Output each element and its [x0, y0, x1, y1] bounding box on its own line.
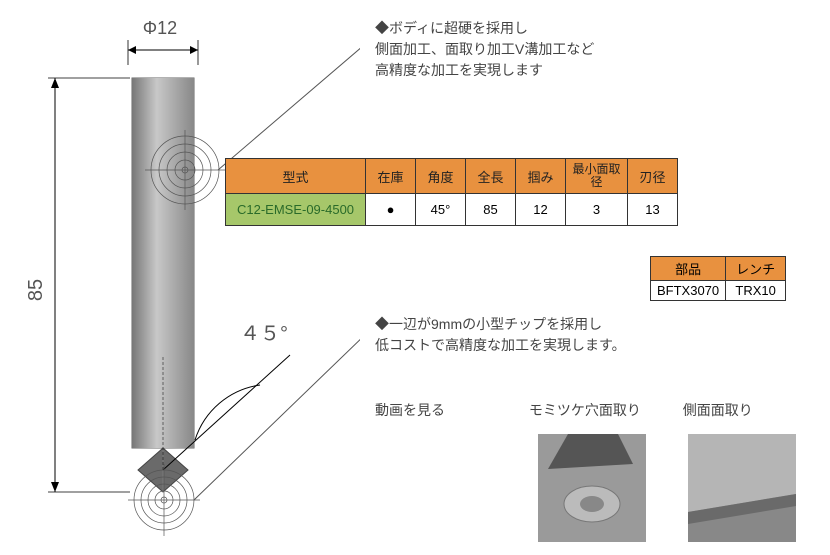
desc1-line1: ボディに超硬を採用し [389, 20, 528, 36]
col-grip: 掴み [516, 159, 566, 194]
parts-table: 部品 レンチ BFTX3070 TRX10 [650, 256, 786, 301]
spec-table: 型式 在庫 角度 全長 掴み 最小面取径 刃径 C12-EMSE-09-4500… [225, 158, 678, 226]
chamfer2-link[interactable]: 側面面取り [683, 400, 753, 420]
cell-minchamfer: 3 [566, 194, 628, 226]
link-row: 動画を見る モミツケ穴面取り 側面面取り [375, 400, 815, 420]
target-icon [128, 464, 200, 536]
description-tip: 一辺が9mmの小型チップを採用し 低コストで高精度な加工を実現します。 [375, 314, 626, 356]
table-header-row: 型式 在庫 角度 全長 掴み 最小面取径 刃径 [226, 159, 678, 194]
table-row: C12-EMSE-09-4500 ● 45° 85 12 3 13 [226, 194, 678, 226]
col-wrench: レンチ [726, 257, 786, 281]
desc1-line2: 側面加工、面取り加工V溝加工など [375, 41, 594, 57]
cell-stock: ● [366, 194, 416, 226]
diamond-icon [375, 20, 389, 36]
desc2-line2: 低コストで高精度な加工を実現します。 [375, 337, 626, 353]
table-header-row: 部品 レンチ [651, 257, 786, 281]
length-label: 85 [25, 279, 47, 301]
chamfer1-link[interactable]: モミツケ穴面取り [529, 400, 679, 420]
angle-label: ４５° [240, 323, 288, 345]
col-edgedia: 刃径 [628, 159, 678, 194]
cell-angle: 45° [416, 194, 466, 226]
description-body: ボディに超硬を採用し 側面加工、面取り加工V溝加工など 高精度な加工を実現します [375, 18, 594, 81]
video-link[interactable]: 動画を見る [375, 400, 525, 420]
cell-grip: 12 [516, 194, 566, 226]
thumbnail-side-chamfer[interactable] [688, 434, 796, 542]
col-stock: 在庫 [366, 159, 416, 194]
cell-wrench: TRX10 [726, 281, 786, 301]
cell-edgedia: 13 [628, 194, 678, 226]
col-minchamfer: 最小面取径 [566, 159, 628, 194]
col-part: 部品 [651, 257, 726, 281]
diameter-label: Φ12 [143, 18, 177, 38]
thumbnail-chamfer-hole[interactable] [538, 434, 646, 542]
desc2-line1: 一辺が9mmの小型チップを採用し [389, 316, 602, 332]
cell-part: BFTX3070 [651, 281, 726, 301]
cell-length: 85 [466, 194, 516, 226]
diamond-icon [375, 316, 389, 332]
tool-diagram: Φ12 85 ４５° [10, 10, 360, 540]
col-length: 全長 [466, 159, 516, 194]
desc1-line3: 高精度な加工を実現します [375, 62, 543, 78]
table-row: BFTX3070 TRX10 [651, 281, 786, 301]
col-model: 型式 [226, 159, 366, 194]
col-angle: 角度 [416, 159, 466, 194]
cell-model: C12-EMSE-09-4500 [226, 194, 366, 226]
